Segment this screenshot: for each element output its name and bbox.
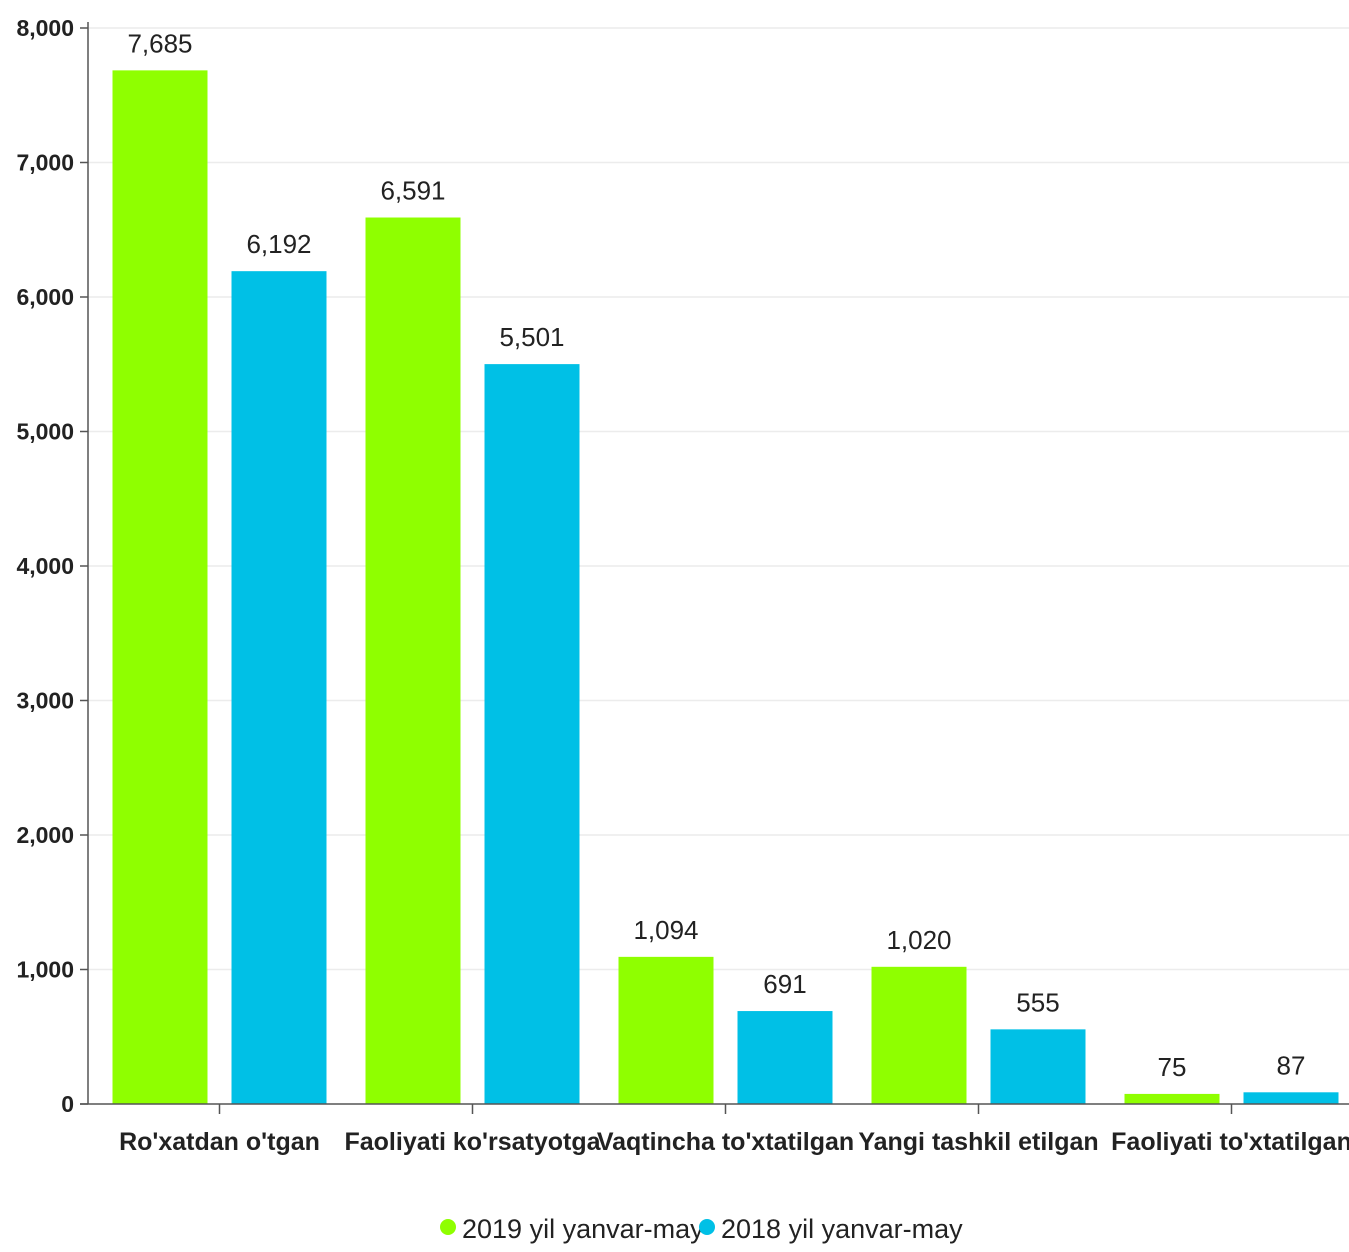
bar-series-2019-0: [112, 70, 208, 1104]
bar-series-2018-3: [990, 1029, 1086, 1104]
x-tick-label: Ro'xatdan o'tgan: [119, 1128, 320, 1156]
data-label: 555: [1016, 987, 1059, 1017]
data-labels: 7,685 6,192 6,591 5,501 1,094 691 1,020 555 75 87: [127, 28, 1305, 1082]
axes: 0 1,000 2,000 3,000 4,000 5,000 6,000 7,000 8,00…: [16, 15, 1349, 1156]
bar-series-2018-1: [484, 364, 580, 1105]
data-label: 691: [763, 969, 806, 999]
y-tick-label: 0: [61, 1091, 74, 1117]
x-tick-label: Faoliyati to'xtatilgan: [1111, 1128, 1349, 1156]
y-tick-label: 7,000: [16, 150, 74, 176]
y-tick-label: 3,000: [16, 688, 74, 714]
data-label: 6,591: [380, 176, 445, 206]
x-tick-label: Faoliyati ko'rsatyotga: [344, 1128, 601, 1156]
y-tick-label: 2,000: [16, 822, 74, 848]
bars: [112, 70, 1339, 1105]
bar-series-2019-1: [365, 217, 461, 1104]
legend-marker: [440, 1219, 456, 1235]
legend-label: 2019 yil yanvar-may: [462, 1214, 704, 1244]
x-tick-label: Vaqtincha to'xtatilgan: [597, 1128, 854, 1156]
bar-series-2018-2: [737, 1011, 833, 1104]
bar-series-2019-4: [1124, 1093, 1220, 1104]
data-label: 1,020: [886, 925, 951, 955]
y-tick-label: 1,000: [16, 957, 74, 983]
y-tick-label: 4,000: [16, 553, 74, 579]
x-tick-label: Yangi tashkil etilgan: [858, 1128, 1098, 1156]
bar-series-2019-3: [871, 966, 967, 1104]
data-label: 5,501: [499, 322, 564, 352]
legend-marker: [699, 1219, 715, 1235]
bar-series-2018-0: [231, 271, 327, 1104]
legend-label: 2018 yil yanvar-may: [721, 1214, 963, 1244]
data-label: 6,192: [246, 229, 311, 259]
data-label: 1,094: [633, 915, 698, 945]
data-label: 7,685: [127, 28, 192, 58]
bar-series-2018-4: [1243, 1092, 1339, 1104]
legend: 2019 yil yanvar-may 2018 yil yanvar-may: [440, 1214, 963, 1244]
y-tick-label: 8,000: [16, 15, 74, 41]
y-tick-label: 6,000: [16, 284, 74, 310]
data-label: 87: [1277, 1050, 1306, 1080]
data-label: 75: [1158, 1052, 1187, 1082]
y-tick-label: 5,000: [16, 419, 74, 445]
bar-series-2019-2: [618, 956, 714, 1104]
